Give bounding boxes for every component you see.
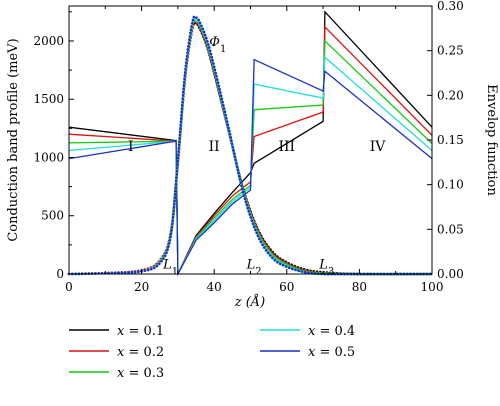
y-left-tick-label: 2000 <box>33 34 64 48</box>
y-right-tick-label: 0.05 <box>437 222 464 236</box>
legend-variable: x <box>117 345 125 360</box>
annotation-label: Φ1 <box>209 35 226 55</box>
x-tick-label: 40 <box>207 280 222 294</box>
envelope-line-5 <box>67 15 434 276</box>
region-label: II <box>209 139 220 155</box>
band-profile-line-3 <box>68 39 433 275</box>
y-axis-title-right: Envelop function <box>484 84 499 196</box>
x-tick-label: 100 <box>421 280 444 294</box>
legend-entry-3: x = 0.3 <box>117 366 164 381</box>
legend-entry-4: x = 0.4 <box>308 324 355 339</box>
x-tick-label: 60 <box>279 280 294 294</box>
y-right-tick-label: 0.15 <box>437 133 464 147</box>
band-profile-line-4 <box>68 55 433 275</box>
legend: x = 0.1 x = 0.2 x = 0.3 x = 0.4 x = 0.5 <box>69 324 355 381</box>
y-right-tick-label: 0.10 <box>437 178 464 192</box>
y-left-tick-label: 1000 <box>33 150 64 164</box>
band-profile-line-5 <box>68 58 433 277</box>
annotation-subscript: 1 <box>172 266 178 277</box>
y-left-tick-label: 0 <box>56 267 64 281</box>
y-axis-title-left: Conduction band profile (meV) <box>6 38 21 241</box>
annotation-subscript: 1 <box>220 43 226 54</box>
x-tick-label: 80 <box>352 280 367 294</box>
legend-variable: x <box>308 345 316 360</box>
legend-entry-2: x = 0.2 <box>117 345 164 360</box>
x-tick-label: 0 <box>65 280 73 294</box>
legend-variable: x <box>308 324 316 339</box>
legend-variable: x <box>117 366 125 381</box>
region-label: IV <box>370 139 387 155</box>
region-label: III <box>279 139 296 155</box>
legend-entry-5: x = 0.5 <box>308 345 355 360</box>
y-right-tick-label: 0.30 <box>437 0 464 13</box>
annotation-subscript: 3 <box>328 266 334 277</box>
annotation-subscript: 2 <box>255 266 261 277</box>
legend-entry-1: x = 0.1 <box>117 324 164 339</box>
y-left-tick-label: 1500 <box>33 92 64 106</box>
y-right-tick-label: 0.25 <box>437 44 464 58</box>
axes: 0 20 40 60 80 10005001000150020000.000.050.10… <box>33 0 463 294</box>
y-right-tick-label: 0.00 <box>437 267 464 281</box>
legend-variable: x <box>117 324 125 339</box>
region-label: I <box>128 139 134 155</box>
y-left-tick-label: 500 <box>41 209 64 223</box>
x-tick-label: 20 <box>134 280 149 294</box>
plot-curves <box>67 10 434 277</box>
y-right-tick-label: 0.20 <box>437 88 464 102</box>
x-axis-title: z (Å) <box>234 294 266 310</box>
